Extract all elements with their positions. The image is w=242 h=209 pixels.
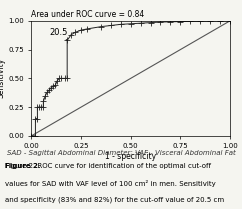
X-axis label: 1 - specificity: 1 - specificity (105, 152, 156, 161)
Text: and specificity (83% and 82%) for the cut-off value of 20.5 cm: and specificity (83% and 82%) for the cu… (5, 196, 224, 203)
Text: Figure 2. ROC curve for identification of the optimal cut-off: Figure 2. ROC curve for identification o… (5, 163, 211, 169)
Y-axis label: Sensitivity: Sensitivity (0, 58, 5, 98)
Text: values for SAD with VAF level of 100 cm² in men. Sensitivity: values for SAD with VAF level of 100 cm²… (5, 180, 216, 187)
Text: 20.5: 20.5 (49, 28, 68, 41)
Text: Figure 2.: Figure 2. (5, 163, 40, 169)
Text: SAD - Sagittal Abdominal Diameter; VAF - Visceral Abdominal Fat: SAD - Sagittal Abdominal Diameter; VAF -… (7, 149, 235, 155)
Text: Area under ROC curve = 0.84: Area under ROC curve = 0.84 (31, 10, 145, 19)
